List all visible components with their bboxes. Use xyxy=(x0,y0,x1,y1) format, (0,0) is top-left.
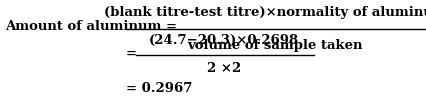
Text: Amount of aluminum =: Amount of aluminum = xyxy=(5,20,177,33)
Text: (24.7−20.3)×0.2698: (24.7−20.3)×0.2698 xyxy=(149,34,299,47)
Text: = 0.2967: = 0.2967 xyxy=(126,82,192,95)
Text: volume of sample taken: volume of sample taken xyxy=(187,39,363,52)
Text: (blank titre-test titre)×normality of aluminum: (blank titre-test titre)×normality of al… xyxy=(104,6,426,19)
Text: =: = xyxy=(126,48,137,61)
Text: 2 ×2: 2 ×2 xyxy=(207,62,241,75)
